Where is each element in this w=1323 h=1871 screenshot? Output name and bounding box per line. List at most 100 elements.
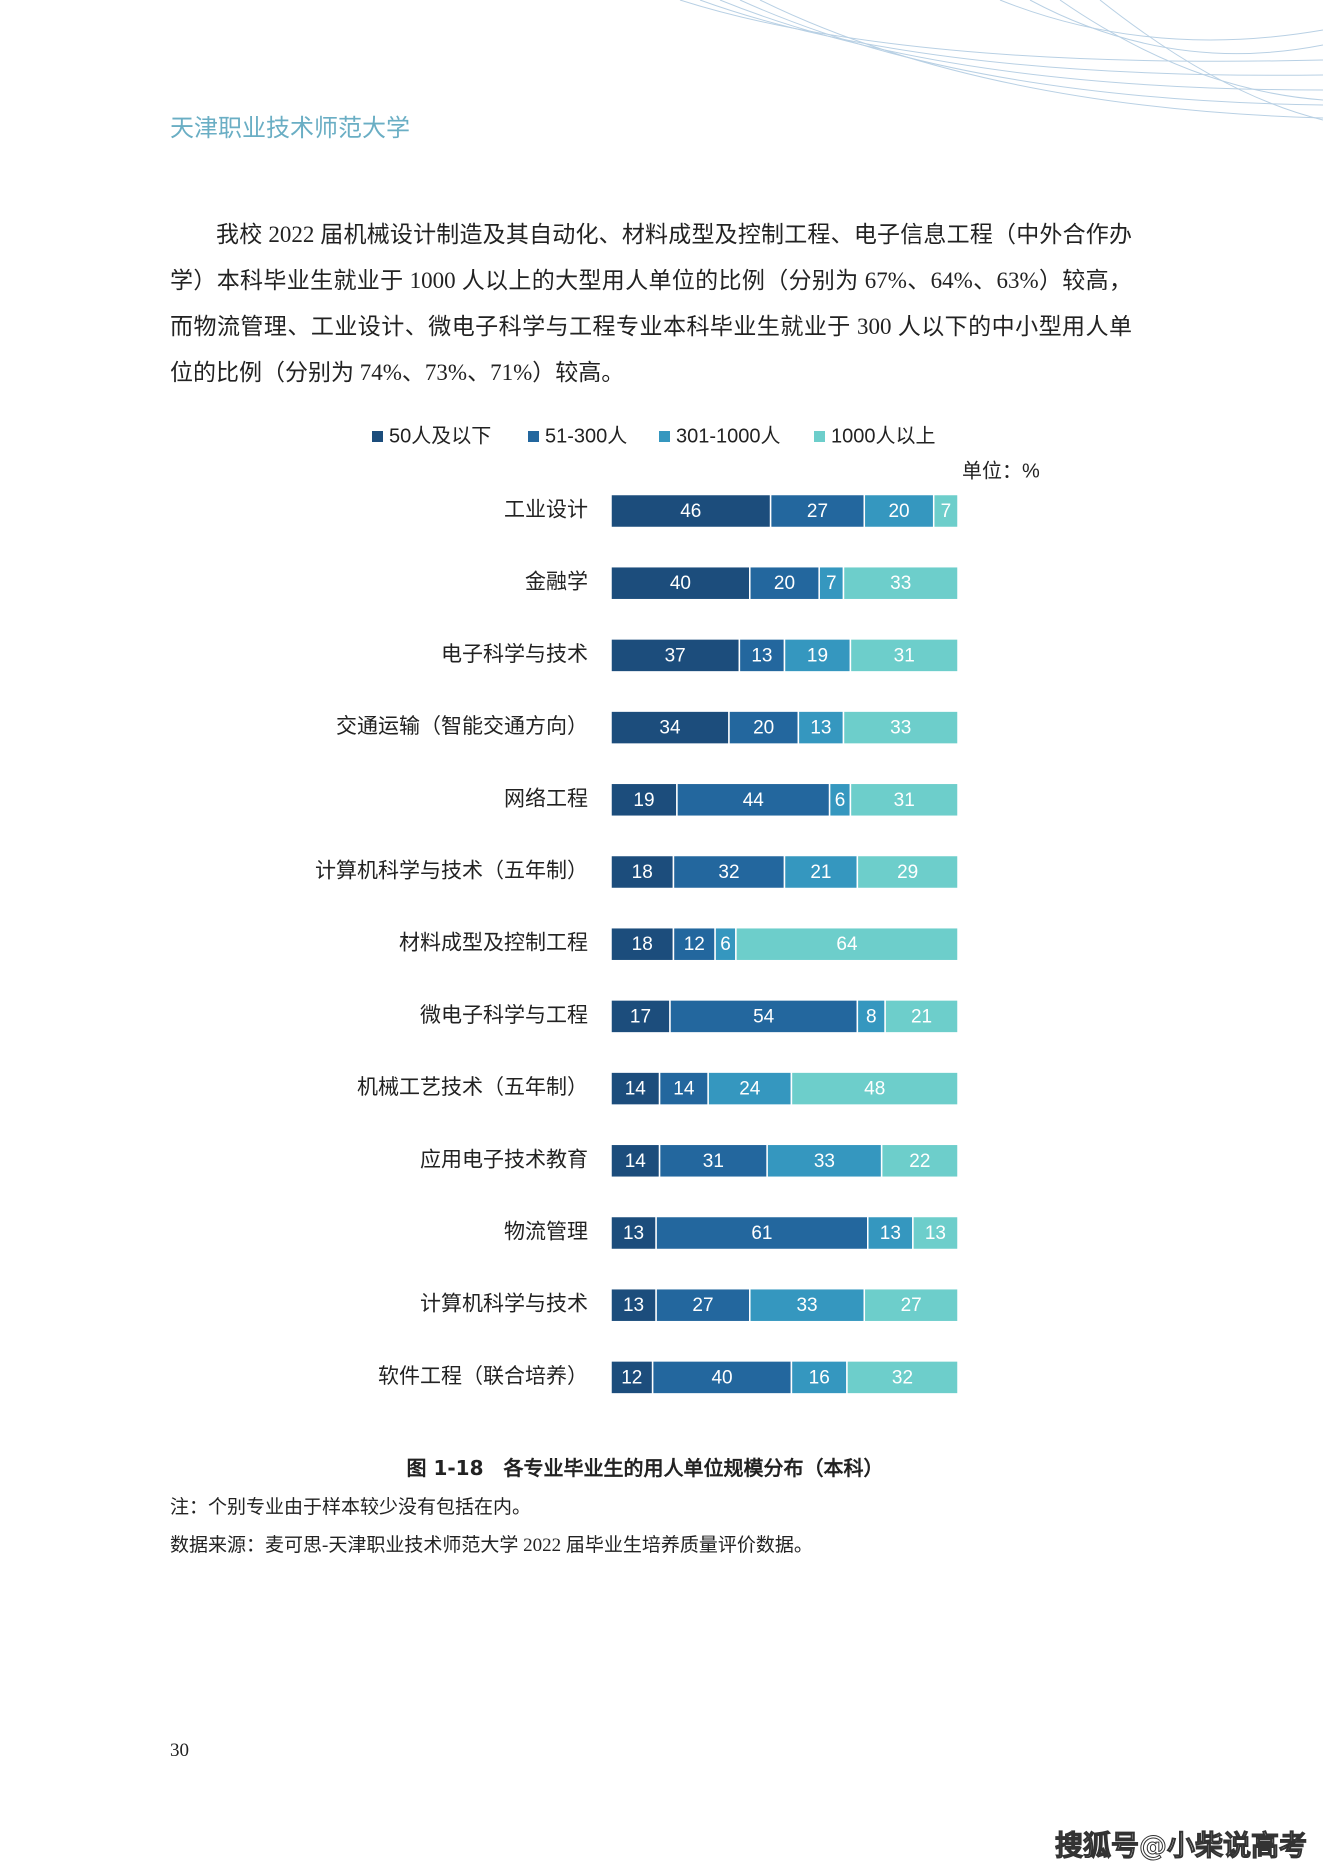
legend-label: 301-1000人 (676, 424, 781, 447)
legend-swatch (372, 431, 383, 442)
bar-segment (849, 638, 959, 673)
category-label: 网络工程 (504, 786, 588, 810)
bar-segment (912, 1215, 959, 1251)
data-label: 34 (659, 718, 681, 739)
bar-segment (676, 782, 831, 818)
data-label: 21 (810, 862, 831, 883)
note: 注：个别专业由于样本较少没有包括在内。 (170, 1497, 532, 1518)
header-title: 天津职业技术师范大学 (170, 116, 410, 142)
data-label: 12 (621, 1367, 642, 1388)
data-label: 13 (925, 1223, 946, 1244)
bar-segment (749, 1287, 866, 1323)
data-label: 61 (751, 1223, 772, 1244)
data-label: 13 (623, 1223, 644, 1244)
category-label: 金融学 (525, 570, 588, 594)
bar-segment (738, 638, 786, 673)
data-label: 13 (751, 645, 772, 666)
data-label: 7 (826, 573, 837, 594)
category-label: 材料成型及控制工程 (399, 931, 588, 955)
data-label: 46 (680, 501, 701, 522)
category-label: 应用电子技术教育 (420, 1147, 588, 1171)
data-label: 31 (703, 1151, 724, 1172)
data-label: 22 (909, 1151, 930, 1172)
bar-segment (669, 999, 859, 1034)
bar-segment (707, 1071, 793, 1106)
bar-segment (735, 926, 959, 962)
category-label: 电子科学与技术 (441, 642, 588, 666)
bar-segment (610, 710, 730, 745)
bar-segment (863, 1287, 959, 1323)
bar-segment (658, 1143, 768, 1179)
data-label: 19 (633, 790, 654, 811)
bar-segment (783, 854, 859, 890)
data-label: 37 (665, 645, 686, 666)
data-label: 14 (673, 1079, 695, 1100)
bar-segment (610, 1143, 661, 1179)
bar-segment (610, 1360, 654, 1395)
data-label: 21 (911, 1006, 932, 1027)
category-label: 物流管理 (504, 1220, 588, 1244)
bar-segment (610, 782, 678, 818)
data-label: 24 (739, 1079, 761, 1100)
data-label: 17 (630, 1006, 651, 1027)
data-label: 32 (892, 1367, 913, 1388)
data-label: 33 (796, 1295, 817, 1316)
decor-curves (679, 0, 1323, 121)
bar-segment (610, 854, 675, 890)
data-label: 16 (809, 1367, 830, 1388)
category-label: 机械工艺技术（五年制） (357, 1075, 588, 1099)
data-label: 7 (941, 501, 952, 522)
data-label: 13 (810, 718, 831, 739)
data-label: 20 (888, 501, 909, 522)
bar-segment (790, 1360, 848, 1395)
data-label: 18 (632, 934, 653, 955)
bar-segment (651, 1360, 793, 1395)
bar-segment (846, 1360, 959, 1395)
paragraph: 我校 2022 届机械设计制造及其自动化、材料成型及控制工程、电子信息工程（中外… (170, 222, 1132, 385)
data-label: 54 (753, 1006, 775, 1027)
bar-segment (856, 854, 959, 890)
data-label: 20 (753, 718, 774, 739)
data-label: 29 (897, 862, 918, 883)
data-label: 33 (814, 1151, 835, 1172)
bar-segment (610, 638, 741, 673)
bar-segment (672, 854, 786, 890)
bar-segment (880, 1143, 959, 1179)
bar-segment (766, 1143, 883, 1179)
legend-label: 1000人以上 (831, 424, 936, 447)
data-label: 31 (894, 790, 915, 811)
bar-segment (655, 1287, 751, 1323)
bar-segment (863, 493, 935, 529)
data-label: 40 (670, 573, 691, 594)
unit-label: 单位：% (962, 459, 1040, 482)
bar-segment (610, 1215, 657, 1251)
category-label: 交通运输（智能交通方向） (336, 714, 588, 738)
bar-segment (783, 638, 852, 673)
bar-segment (658, 1071, 709, 1106)
bar-segment (790, 1071, 959, 1106)
category-label: 软件工程（联合培养） (378, 1364, 588, 1388)
category-label: 计算机科学与技术（五年制） (315, 859, 588, 883)
data-label: 20 (774, 573, 795, 594)
data-label: 8 (866, 1006, 877, 1027)
data-label: 13 (623, 1295, 644, 1316)
data-label: 40 (711, 1367, 732, 1388)
data-label: 13 (880, 1223, 901, 1244)
data-label: 27 (807, 501, 828, 522)
legend-swatch (814, 431, 825, 442)
bar-segment (610, 926, 675, 962)
bar-segment (749, 565, 820, 601)
bar-segment (842, 710, 959, 745)
bar-segment (769, 493, 866, 529)
note: 数据来源：麦可思-天津职业技术师范大学 2022 届毕业生培养质量评价数据。 (170, 1535, 813, 1556)
legend-label: 50人及以下 (389, 424, 491, 447)
bar-segment (856, 999, 886, 1034)
page-number: 30 (170, 1740, 189, 1761)
bar-segment (867, 1215, 914, 1251)
data-label: 32 (718, 862, 739, 883)
watermark: 搜狐号@小柴说高考 (1054, 1829, 1308, 1863)
caption: 图 1-18 各专业毕业生的用人单位规模分布（本科） (406, 1456, 884, 1480)
data-label: 27 (692, 1295, 713, 1316)
data-label: 33 (890, 573, 911, 594)
